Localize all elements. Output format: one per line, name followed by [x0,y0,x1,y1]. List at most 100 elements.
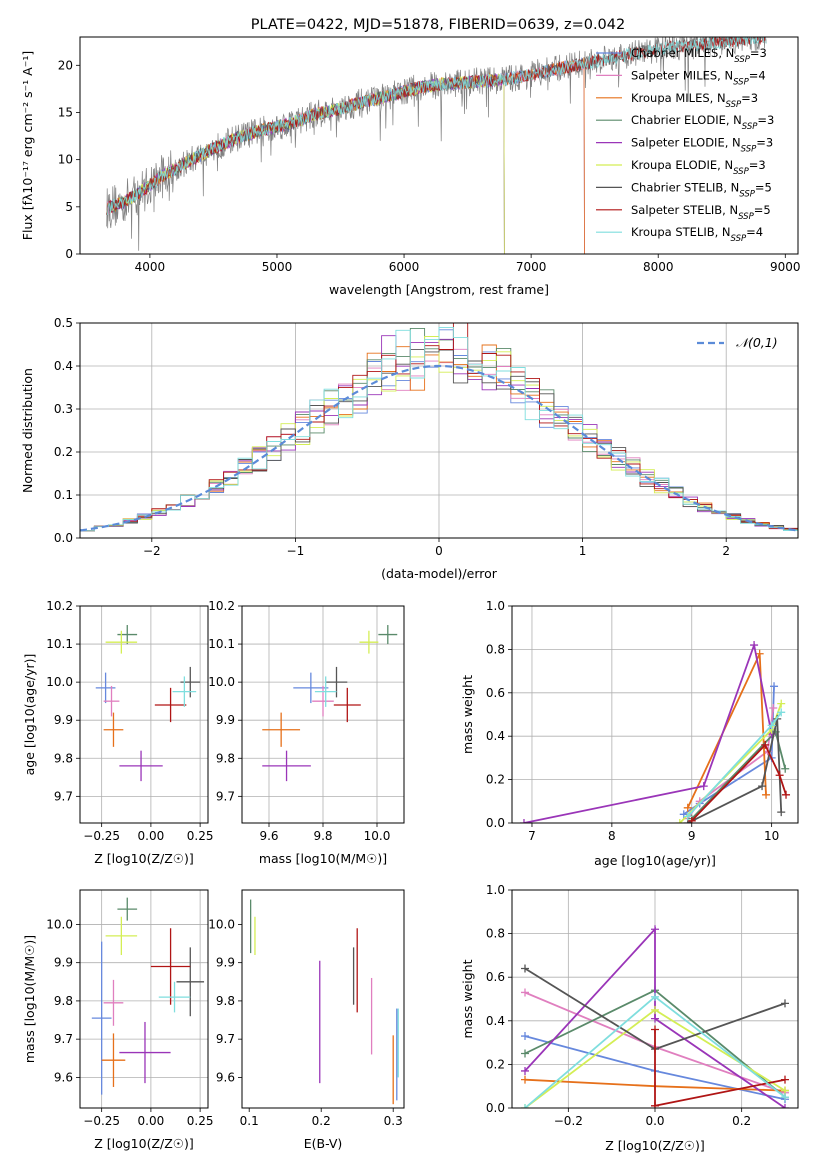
weight-line [691,743,787,822]
weight-marker [781,764,790,773]
weight-vs-age-xtick-label: 8 [608,829,616,843]
mass-vs-Z-ytick-label: 9.6 [54,1070,73,1084]
weight-vs-age-ylabel: mass weight [460,675,475,754]
weight-vs-Z-ylabel: mass weight [460,959,475,1038]
weight-marker [762,790,771,799]
weight-vs-Z-ytick-label: 0.4 [486,1014,505,1028]
mass-vs-Z-frame [79,889,209,1109]
weight-vs-age-plot-area [519,641,791,823]
weight-marker [775,771,784,780]
spectrum-xtick-label: 6000 [389,260,420,274]
mass-vs-Z-ytick-label: 9.7 [54,1032,73,1046]
age-vs-Z-frame [79,605,209,824]
age-vs-mass-xlabel: mass [log10(M/M☉)] [259,851,387,866]
spectrum-ytick-label: 20 [58,58,73,72]
age-vs-Z-ytick-label: 9.9 [54,713,73,727]
age-vs-mass-xtick-label: 10.0 [364,829,391,843]
residuals-xlabel: (data-model)/error [381,566,498,581]
age-vs-mass-ytick-label: 9.8 [216,751,235,765]
weight-vs-Z-xtick-label: −0.2 [554,1114,583,1128]
age-vs-mass-ytick-label: 9.9 [216,713,235,727]
mass-vs-Z-xtick-label: 0.00 [138,1114,165,1128]
residuals-plot-area [80,323,798,538]
weight-vs-Z-plot-area [521,925,789,1108]
mass-vs-Z-plot-area [91,897,205,1095]
weight-vs-Z-ytick-label: 0.8 [486,927,505,941]
weight-vs-age-xtick-label: 10 [764,829,779,843]
weight-marker [777,699,786,708]
residuals-ytick-label: 0.1 [54,488,73,502]
mass-vs-Z-xtick-label: 0.25 [187,1114,214,1128]
spectrum-model-line [106,37,767,216]
residuals-xtick-label: −2 [143,544,161,558]
weight-line [524,926,786,1108]
age-vs-mass-ytick-label: 10.1 [208,637,235,651]
residuals-ytick-label: 0.3 [54,402,73,416]
weight-marker [777,808,786,817]
weight-vs-Z-ytick-label: 0.0 [486,1101,505,1115]
age-vs-Z-xtick-label: 0.00 [138,829,165,843]
age-vs-Z-xtick-label: −0.25 [83,829,120,843]
spectrum-ytick-label: 10 [58,153,73,167]
weight-vs-Z-ytick-label: 1.0 [486,883,505,897]
mass-vs-ebv-ytick-label: 9.9 [216,956,235,970]
age-vs-mass-ytick-label: 10.0 [208,675,235,689]
weight-vs-Z-xtick-label: 0.0 [645,1114,664,1128]
mass-vs-ebv-xtick-label: 0.2 [312,1114,331,1128]
spectrum-ytick-label: 15 [58,105,73,119]
mass-vs-ebv-ytick-label: 9.6 [216,1070,235,1084]
weight-marker [521,1075,529,1084]
weight-marker [758,782,767,791]
residuals-xtick-label: −1 [287,544,305,558]
weight-marker [651,1101,659,1108]
mass-vs-ebv-panel: 0.1 0.2 0.3 9.6 9.7 9.8 9.9 10.0 E(B-V) [208,889,405,1151]
age-vs-mass-ytick-label: 9.7 [216,789,235,803]
mass-vs-ebv-ytick-label: 9.8 [216,994,235,1008]
weight-vs-age-panel: 7 8 9 10 0.0 0.2 0.4 0.6 0.8 1.0 age [log10(age/yr… [460,599,799,868]
weight-line [523,641,773,823]
residuals-ylabel: Normed distribution [20,368,35,493]
weight-marker [699,782,708,791]
mass-vs-ebv-xlabel: E(B-V) [304,1136,343,1151]
weight-vs-age-ytick-label: 1.0 [486,599,505,613]
weight-marker [651,1025,659,1034]
weight-marker [777,708,786,717]
weight-line [683,686,775,816]
weight-marker [651,1005,659,1014]
age-vs-mass-xtick-label: 9.8 [313,829,332,843]
mass-vs-Z-ylabel: mass [log10(M/M☉)] [22,935,37,1063]
spectrum-xtick-label: 5000 [262,260,293,274]
mass-vs-Z-xlabel: Z [log10(Z/Z☉)] [94,1136,194,1151]
mass-vs-Z-panel: −0.25 0.00 0.25 9.6 9.7 9.8 9.9 10.0 Z [log10(Z/… [22,889,214,1151]
weight-vs-Z-xlabel: Z [log10(Z/Z☉)] [605,1138,705,1153]
spectrum-xtick-label: 4000 [135,260,166,274]
spectrum-ylabel: Flux [fλ10⁻¹⁷ erg cm⁻² s⁻¹ A⁻¹] [20,51,35,240]
weight-marker [767,721,776,730]
weight-marker [781,1075,789,1084]
age-vs-mass-xtick-label: 9.6 [259,829,278,843]
mass-vs-ebv-ytick-label: 10.0 [208,917,235,931]
weight-marker [781,999,789,1008]
weight-marker [761,740,770,749]
mass-vs-Z-ytick-label: 10.0 [46,917,73,931]
weight-marker [781,1093,789,1102]
weight-vs-age-ytick-label: 0.4 [486,729,505,743]
spectrum-data-line [106,37,766,251]
weight-marker [521,1032,529,1041]
age-vs-Z-ytick-label: 9.7 [54,789,73,803]
residuals-xtick-label: 2 [722,544,730,558]
spectrum-plot-area [106,37,767,254]
age-vs-Z-ytick-label: 10.2 [46,599,73,613]
weight-marker [687,816,696,823]
weight-marker [521,988,529,997]
mass-vs-Z-ytick-label: 9.8 [54,994,73,1008]
residuals-xtick-label: 0 [435,544,443,558]
mass-vs-Z-ytick-label: 9.9 [54,956,73,970]
weight-marker [521,1104,529,1108]
spectrum-panel: 4000 5000 6000 7000 8000 9000 0 5 10 15 20 waveleng… [20,36,801,297]
normal-curve [80,364,798,532]
spectrum-ytick-label: 5 [65,200,73,214]
weight-vs-Z-ytick-label: 0.2 [486,1057,505,1071]
weight-marker [782,790,791,799]
